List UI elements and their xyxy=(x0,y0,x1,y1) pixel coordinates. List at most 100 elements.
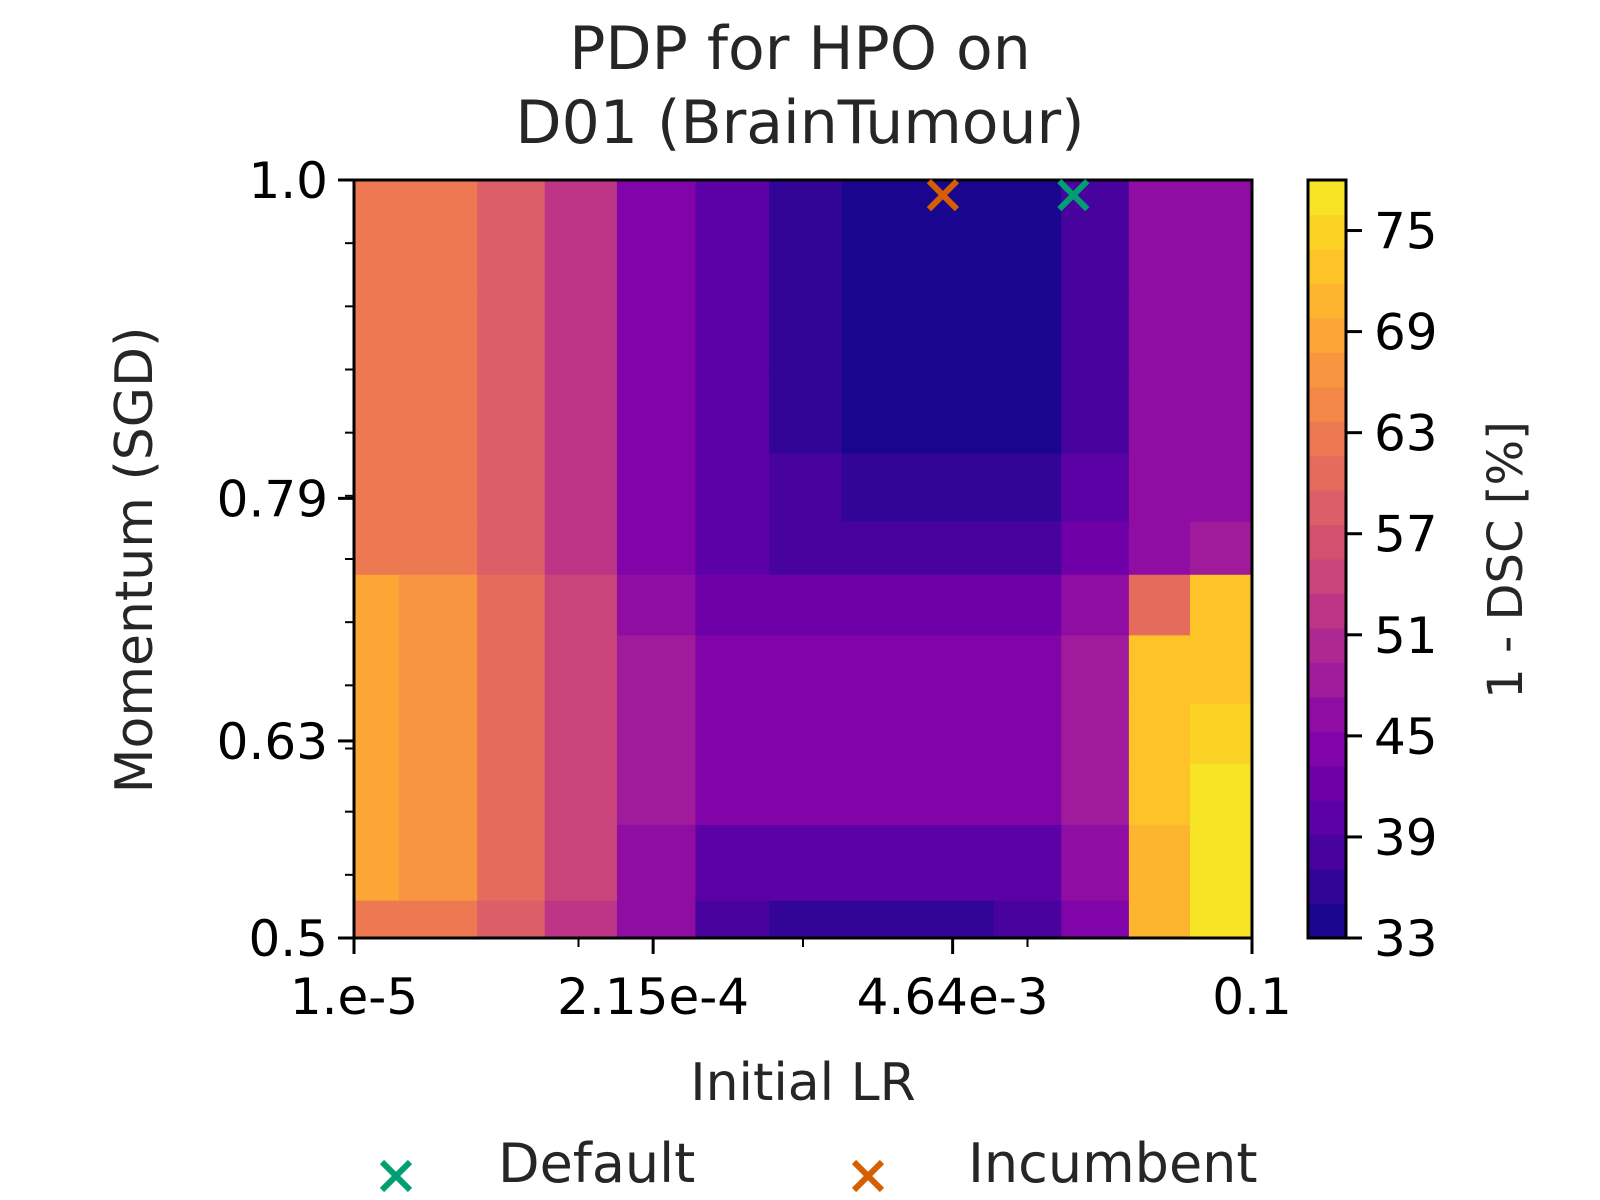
heatmap-cell xyxy=(769,703,843,765)
heatmap-cell xyxy=(919,900,995,939)
heatmap-cell xyxy=(841,824,921,901)
x-tick-label: 1.e-5 xyxy=(290,968,418,1026)
heatmap-cell xyxy=(616,703,696,765)
heatmap-cell xyxy=(769,452,843,522)
colorbar: 33 39 45 51 57 63 69 75 xyxy=(1306,178,1438,968)
heatmap-cell xyxy=(398,574,478,636)
heatmap-cell xyxy=(477,521,546,575)
heatmap-cell xyxy=(477,293,546,371)
heatmap-cell xyxy=(616,900,696,939)
heatmap-cell xyxy=(695,293,770,371)
heatmap-cell xyxy=(841,900,921,939)
heatmap-cell xyxy=(993,217,1062,295)
heatmap-cell xyxy=(1189,217,1236,295)
heatmap-cell xyxy=(769,180,843,219)
heatmap-cell xyxy=(1189,703,1236,765)
y-tick-label: 0.63 xyxy=(217,713,328,771)
heatmap-cell xyxy=(398,452,478,522)
heatmap-cell xyxy=(544,763,618,825)
colorbar-tick-label: 51 xyxy=(1374,607,1438,665)
x-tick-label: 0.1 xyxy=(1212,968,1292,1026)
heatmap-cell xyxy=(1234,452,1253,522)
colorbar-band xyxy=(1308,180,1346,216)
heatmap-cell xyxy=(398,180,478,219)
colorbar-band xyxy=(1308,765,1346,801)
chart-title-line-2: D01 (BrainTumour) xyxy=(515,88,1085,158)
heatmap-cell xyxy=(544,900,618,939)
heatmap-cell xyxy=(1128,900,1191,939)
colorbar-band xyxy=(1308,731,1346,767)
heatmap-cell xyxy=(769,574,843,636)
heatmap-cell xyxy=(398,293,478,371)
heatmap-cell xyxy=(695,703,770,765)
colorbar-tick-label: 45 xyxy=(1374,708,1438,766)
heatmap-cell xyxy=(919,217,995,295)
heatmap-cell xyxy=(841,763,921,825)
heatmap-cell xyxy=(1061,293,1130,371)
heatmap-cell xyxy=(544,824,618,901)
heatmap-cell xyxy=(354,369,400,454)
heatmap-cell xyxy=(993,703,1062,765)
heatmap-cell xyxy=(919,634,995,704)
heatmap-cell xyxy=(1061,369,1130,454)
heatmap-cell xyxy=(1234,824,1253,901)
heatmap-cell xyxy=(1234,293,1253,371)
heatmap-cell xyxy=(477,900,546,939)
heatmap-cell xyxy=(1189,521,1236,575)
heatmap-cell xyxy=(695,217,770,295)
colorbar-band xyxy=(1308,248,1346,284)
heatmap-cell xyxy=(1128,369,1191,454)
heatmap-cell xyxy=(919,763,995,825)
heatmap-cell xyxy=(695,452,770,522)
heatmap-cell xyxy=(1061,634,1130,704)
heatmap-cell xyxy=(616,217,696,295)
heatmap-cell xyxy=(1189,634,1236,704)
heatmap-cell xyxy=(769,634,843,704)
heatmap-cell xyxy=(398,703,478,765)
heatmap-cell xyxy=(769,217,843,295)
marker-default-x-icon xyxy=(1057,179,1090,212)
legend-default-x-icon xyxy=(379,1159,413,1193)
y-tick-label: 0.5 xyxy=(248,910,328,968)
heatmap-cell xyxy=(841,217,921,295)
x-tick-label: 2.15e-4 xyxy=(557,968,749,1026)
heatmap-cell xyxy=(1128,824,1191,901)
heatmap-cell xyxy=(544,634,618,704)
x-axis-label: Initial LR xyxy=(690,1053,916,1113)
heatmap-cell xyxy=(1061,574,1130,636)
heatmap-cell xyxy=(1234,217,1253,295)
colorbar-band xyxy=(1308,317,1346,353)
colorbar-band xyxy=(1308,593,1346,629)
heatmap-cell xyxy=(1189,180,1236,219)
colorbar-tick-label: 57 xyxy=(1374,506,1438,564)
y-tick-label: 1.0 xyxy=(248,152,328,210)
heatmap-cell xyxy=(695,180,770,219)
heatmap-cell xyxy=(841,293,921,371)
heatmap-cell xyxy=(1189,824,1236,901)
heatmap-cells xyxy=(354,180,1253,939)
heatmap-cell xyxy=(769,763,843,825)
heatmap-cell xyxy=(1128,634,1191,704)
heatmap-cell xyxy=(544,703,618,765)
heatmap-cell xyxy=(477,703,546,765)
heatmap-cell xyxy=(544,574,618,636)
heatmap-cell xyxy=(354,703,400,765)
colorbar-band xyxy=(1308,696,1346,732)
colorbar-tick-label: 75 xyxy=(1374,203,1438,261)
marker-incumbent-x-icon xyxy=(926,179,960,212)
colorbar-band xyxy=(1308,903,1346,939)
heatmap-cell xyxy=(477,452,546,522)
heatmap-cell xyxy=(398,634,478,704)
heatmap-cell xyxy=(1189,900,1236,939)
heatmap-cell xyxy=(841,634,921,704)
heatmap-cell xyxy=(993,824,1062,901)
heatmap-cell xyxy=(695,763,770,825)
heatmap-cell xyxy=(993,900,1062,939)
heatmap-cell xyxy=(1234,521,1253,575)
colorbar-band xyxy=(1308,386,1346,422)
heatmap-cell xyxy=(354,293,400,371)
heatmap-cell xyxy=(841,574,921,636)
heatmap-cell xyxy=(993,293,1062,371)
heatmap-cell xyxy=(1061,217,1130,295)
heatmap-cell xyxy=(544,293,618,371)
